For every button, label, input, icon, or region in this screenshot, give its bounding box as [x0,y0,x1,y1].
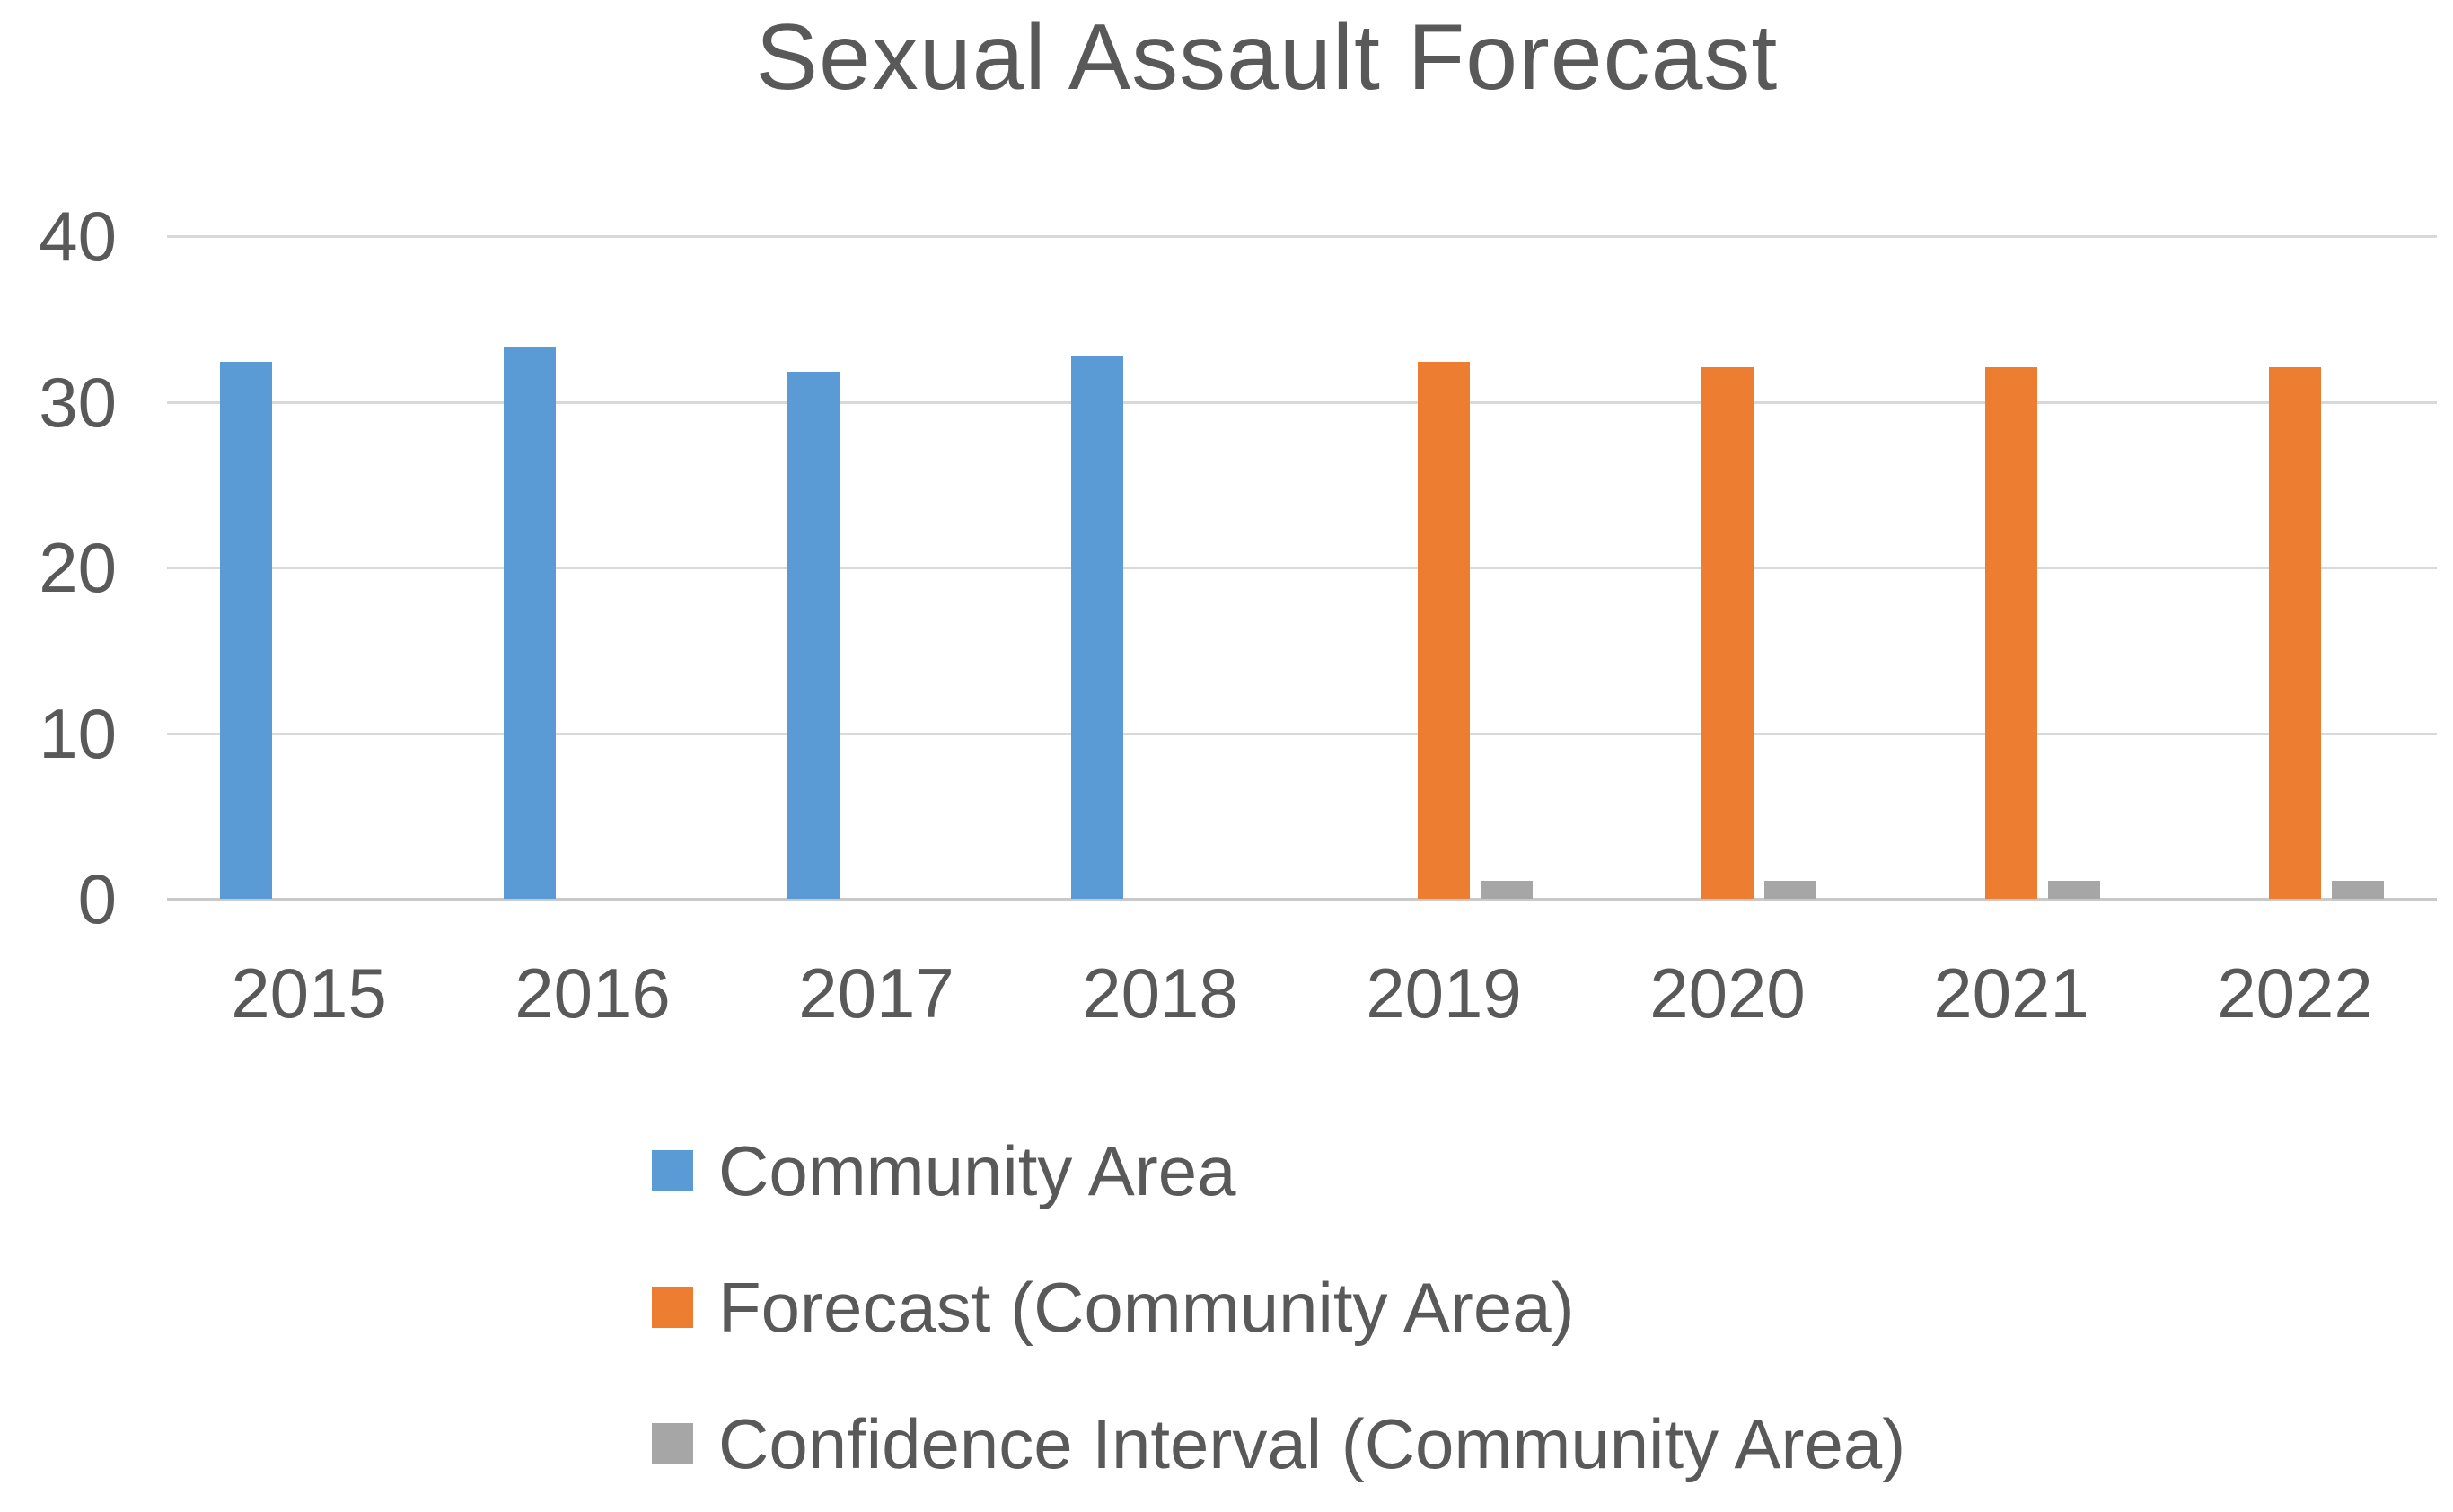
legend-label-confidence-interval-community-area: Confidence Interval (Community Area) [718,1404,1906,1483]
bar-forecast-community-area-2020 [1701,366,1754,899]
x-axis-tick-label-2019: 2019 [1366,954,1522,1033]
bar-community-area-2015 [220,362,272,899]
x-axis-tick-label-2017: 2017 [798,954,954,1033]
gridline-y-40 [167,235,2437,238]
bar-confidence-interval-community-area-2021 [2048,880,2100,899]
x-axis-tick-label-2022: 2022 [2217,954,2373,1033]
gridline-y-20 [167,567,2437,569]
bar-forecast-community-area-2021 [1985,366,2037,899]
bar-forecast-community-area-2022 [2269,366,2321,899]
x-axis-tick-label-2021: 2021 [1933,954,2089,1033]
x-axis-baseline [167,898,2437,901]
x-axis-tick-label-2015: 2015 [231,954,387,1033]
legend: Community Area Forecast (Community Area) C… [652,1135,1905,1512]
y-axis-tick-label-40: 40 [39,197,117,276]
y-axis-tick-label-0: 0 [77,859,117,938]
legend-item-community-area: Community Area [652,1135,1905,1207]
gridline-y-30 [167,400,2437,404]
bar-community-area-2017 [787,372,840,899]
legend-label-forecast-community-area: Forecast (Community Area) [718,1268,1575,1347]
bar-community-area-2018 [1071,355,1123,899]
y-axis-tick-label-30: 30 [39,362,117,442]
legend-label-community-area: Community Area [718,1131,1236,1210]
bar-forecast-community-area-2019 [1418,362,1470,899]
legend-swatch-community-area [652,1150,693,1191]
x-axis-tick-label-2020: 2020 [1649,954,1806,1033]
legend-item-forecast-community-area: Forecast (Community Area) [652,1271,1905,1343]
legend-swatch-forecast-community-area [652,1287,693,1328]
gridline-y-10 [167,732,2437,735]
y-axis-tick-label-10: 10 [39,693,117,773]
y-axis-tick-label-20: 20 [39,528,117,607]
bar-confidence-interval-community-area-2022 [2332,880,2384,899]
legend-item-confidence-interval-community-area: Confidence Interval (Community Area) [652,1408,1905,1480]
x-axis-tick-label-2018: 2018 [1082,954,1238,1033]
chart-title: Sexual Assault Forecast [755,5,1779,110]
bar-community-area-2016 [504,347,556,899]
bar-confidence-interval-community-area-2019 [1481,880,1533,899]
legend-swatch-confidence-interval-community-area [652,1423,693,1464]
bar-confidence-interval-community-area-2020 [1764,880,1816,899]
x-axis-tick-label-2016: 2016 [514,954,671,1033]
